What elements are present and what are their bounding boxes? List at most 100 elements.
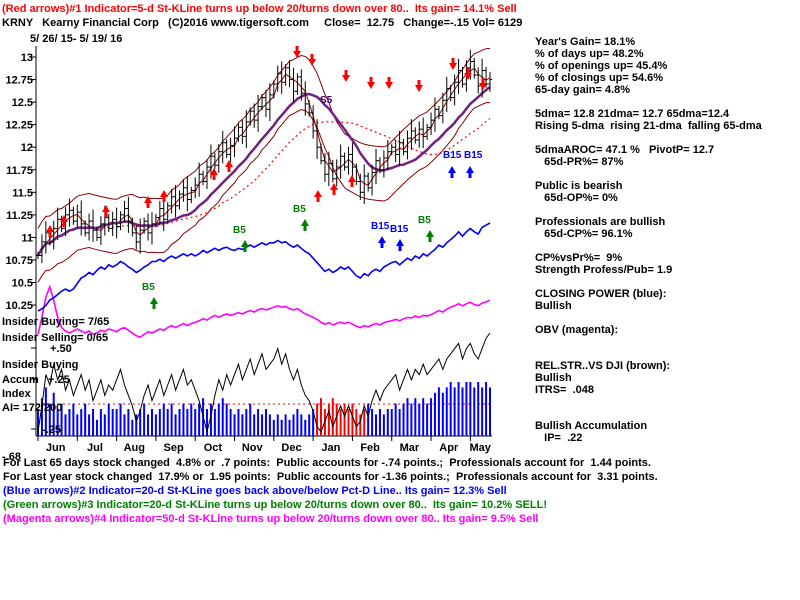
stat-line: % of closings up= 54.6% xyxy=(535,72,664,84)
up-arrow xyxy=(241,240,249,252)
up-arrow xyxy=(396,239,404,251)
price-axis-label: 13 xyxy=(21,52,33,64)
stat-line: 5dma= 12.8 21dma= 12.7 65dma=12.4 xyxy=(535,108,730,120)
stat-line: 65d-PR%= 87% xyxy=(535,156,624,168)
stat-line xyxy=(535,132,762,144)
signal-label: B5 xyxy=(142,282,155,293)
insider-buying-count: Insider Buying= 7/65 xyxy=(2,316,110,328)
stat-line: CLOSING POWER (blue): xyxy=(535,288,667,300)
down-arrow xyxy=(464,68,472,80)
stat-line: % of openings up= 45.4% xyxy=(535,60,668,72)
month-label: Aug xyxy=(124,442,145,454)
up-arrow xyxy=(150,297,158,309)
stat-line: OBV (magenta): xyxy=(535,324,619,336)
red-down-arrows xyxy=(293,46,487,92)
stat-line: Professionals are bullish xyxy=(535,216,666,228)
down-arrow xyxy=(479,78,487,90)
month-label: Jun xyxy=(46,442,66,454)
down-arrow xyxy=(293,46,301,58)
price-axis-label: 12.75 xyxy=(5,75,33,87)
signal-label: B15 xyxy=(390,224,409,235)
accum-scale-minus68: -.68 xyxy=(2,451,21,463)
signal-label: B15 xyxy=(443,150,462,161)
price-axis-label: 11.5 xyxy=(12,187,33,199)
price-axis-label: 11.75 xyxy=(6,165,33,177)
up-arrow xyxy=(46,225,54,237)
signal-label: B15 xyxy=(371,221,390,232)
price-axis-label: 12 xyxy=(21,142,33,154)
blue-up-arrows xyxy=(378,166,474,251)
stat-line xyxy=(535,204,762,216)
stat-line xyxy=(535,96,762,108)
month-label: Mar xyxy=(400,442,420,454)
up-arrow xyxy=(314,190,322,202)
stat-line xyxy=(535,396,762,408)
stat-line xyxy=(535,408,762,420)
up-arrow xyxy=(60,215,68,227)
accum-index-value: AI= 172/200 xyxy=(2,402,63,414)
month-label: Sep xyxy=(164,442,184,454)
bottom-summary-lines: For Last 65 days stock changed 4.8% or .… xyxy=(3,456,658,526)
accum-scale-plus50: +.50 xyxy=(50,343,72,355)
relative-strength-line xyxy=(37,332,491,433)
stat-line xyxy=(535,348,762,360)
stats-panel: Year's Gain= 18.1%% of days up= 48.2%% o… xyxy=(535,36,762,444)
stat-line: Bullish Accumulation xyxy=(535,420,648,432)
price-axis-label: 12.5 xyxy=(12,97,33,109)
down-arrow xyxy=(449,58,457,70)
month-label: Nov xyxy=(242,442,264,454)
summary-line: For Last 65 days stock changed 4.8% or .… xyxy=(3,457,651,469)
price-axis-label: 12.25 xyxy=(5,120,33,132)
stat-line: 5dmaAROC= 47.1 % PivotP= 12.7 xyxy=(535,144,715,156)
signal-label: B5 xyxy=(418,215,431,226)
upper-band-line xyxy=(37,47,491,229)
month-label: Jan xyxy=(321,442,340,454)
stat-line: 65d-OP%= 0% xyxy=(535,192,618,204)
price-axis-label: 10.75 xyxy=(5,255,33,267)
summary-line: (Blue arrows)#2 Indicator=20-d St-KLine … xyxy=(3,485,507,497)
stat-line xyxy=(535,168,762,180)
price-axis-labels: 13 12.75 12.5 12.25 12 11.75 11.5 11.25 11 10.75 1… xyxy=(5,52,33,312)
stat-line xyxy=(535,312,762,324)
stat-line: Year's Gain= 18.1% xyxy=(535,36,636,48)
5dma-line xyxy=(37,67,491,256)
stat-line: Public is bearish xyxy=(535,180,623,192)
indicator1-header: (Red arrows)#1 Indicator=5-d St-KLine tu… xyxy=(2,3,517,15)
stat-line: Bullish xyxy=(535,300,572,312)
signal-label: S5 xyxy=(320,95,333,106)
accum-scale-plus25: +.25 xyxy=(48,374,70,386)
price-axis-label: 11.25 xyxy=(6,210,33,222)
up-arrow xyxy=(102,205,110,217)
up-arrow xyxy=(426,230,434,242)
up-arrow xyxy=(225,160,233,172)
closing-power-line xyxy=(37,222,491,312)
stat-line: Strength Profess/Pub= 1.9 xyxy=(535,264,673,276)
down-arrow xyxy=(415,80,423,92)
up-arrow xyxy=(466,166,474,178)
obv-line xyxy=(37,284,491,338)
up-arrow xyxy=(301,219,309,231)
up-arrow xyxy=(160,190,168,202)
summary-line: (Magenta arrows)#4 Indicator=50-d St-KLi… xyxy=(3,513,539,525)
stat-line: IP= .22 xyxy=(535,432,583,444)
ticker-header: KRNY Kearny Financial Corp (C)2016 www.t… xyxy=(2,17,523,29)
65dma-line xyxy=(37,118,491,256)
stat-line: 65d-CP%= 96.1% xyxy=(535,228,633,240)
stat-line: 65-day gain= 4.8% xyxy=(535,84,631,96)
date-range: 5/ 26/ 15- 5/ 19/ 16 xyxy=(30,33,123,45)
stat-line: CP%vsPr%= 9% xyxy=(535,252,623,264)
up-arrow xyxy=(448,166,456,178)
insider-selling-count: Insider Selling= 0/65 xyxy=(2,332,109,344)
down-arrow xyxy=(308,54,316,66)
down-arrow xyxy=(342,70,350,82)
price-bars xyxy=(36,49,492,264)
signal-label: B5 xyxy=(293,204,306,215)
stat-line: Rising 5-dma rising 21-dma falling 65-dm… xyxy=(535,120,762,132)
red-up-arrows xyxy=(46,160,356,237)
month-label: Feb xyxy=(360,442,380,454)
price-axis-label: 11 xyxy=(21,232,33,244)
price-axis-label: 10.5 xyxy=(12,278,33,290)
